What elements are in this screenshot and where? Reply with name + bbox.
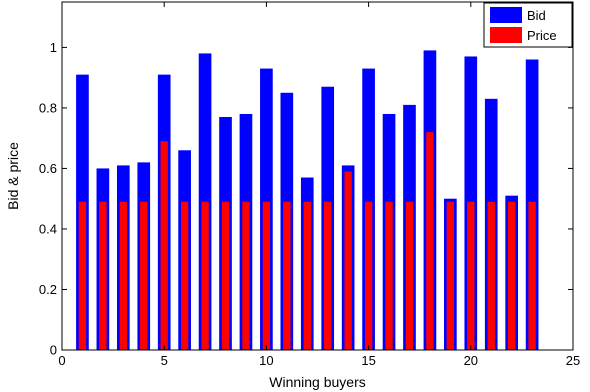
- y-tick-label: 0.6: [39, 161, 57, 176]
- price-bar: [487, 201, 495, 350]
- price-bar: [140, 201, 148, 350]
- x-tick-label: 5: [161, 353, 168, 368]
- x-tick-label: 15: [361, 353, 375, 368]
- price-bar: [201, 201, 209, 350]
- price-bar: [467, 201, 475, 350]
- price-bar: [283, 201, 291, 350]
- y-tick-label: 0.2: [39, 282, 57, 297]
- x-tick-label: 0: [58, 353, 65, 368]
- price-bar: [119, 201, 127, 350]
- y-tick-label: 0.8: [39, 100, 57, 115]
- y-tick-label: 1: [50, 40, 57, 55]
- price-legend-label: Price: [527, 28, 557, 43]
- price-bar: [221, 201, 230, 350]
- price-bar: [180, 201, 189, 350]
- bid-legend-swatch: [490, 7, 522, 23]
- price-bar: [160, 141, 168, 350]
- ticks-layer: 0 5 10 15 20 25 0 0.2 0.4 0.6 0.8 1: [39, 2, 580, 368]
- x-tick-label: 25: [566, 353, 580, 368]
- bid-legend-label: Bid: [527, 8, 546, 23]
- price-bar: [364, 201, 373, 350]
- price-bar: [99, 201, 107, 350]
- price-bar: [344, 171, 352, 350]
- price-bar: [242, 201, 250, 350]
- y-axis-label: Bid & price: [5, 142, 21, 210]
- x-tick-label: 20: [464, 353, 478, 368]
- price-bar: [426, 132, 434, 350]
- price-bar: [385, 201, 393, 350]
- price-bar: [303, 201, 311, 350]
- y-tick-label: 0: [50, 343, 57, 358]
- price-bar: [405, 201, 414, 350]
- x-axis-label: Winning buyers: [269, 374, 366, 390]
- price-bar: [446, 201, 455, 350]
- plot-frame: [61, 1, 574, 351]
- price-legend-swatch: [490, 27, 522, 43]
- price-bar: [508, 201, 516, 350]
- bars-layer: [76, 50, 539, 351]
- price-bar: [324, 201, 332, 350]
- price-bar: [78, 201, 87, 350]
- price-bar: [528, 201, 536, 350]
- legend: Bid Price: [483, 2, 573, 48]
- price-bar: [262, 201, 271, 350]
- y-tick-label: 0.4: [39, 221, 57, 236]
- x-tick-label: 10: [259, 353, 273, 368]
